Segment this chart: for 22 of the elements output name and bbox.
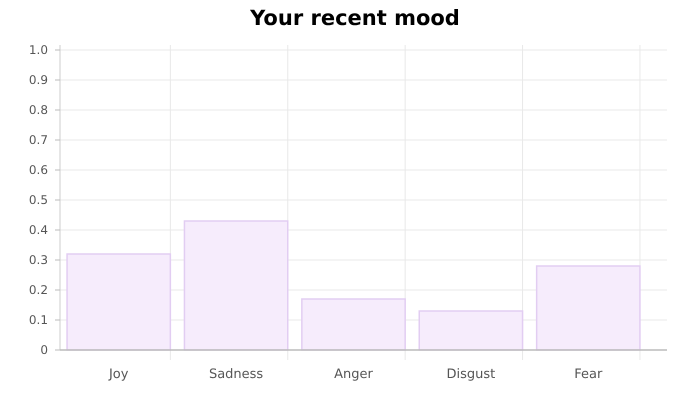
x-tick-label: Anger: [334, 367, 374, 382]
y-tick-label: 0.6: [28, 163, 48, 178]
y-tick-label: 1.0: [28, 43, 48, 58]
y-tick-label: 0.7: [28, 133, 48, 148]
bar: [536, 265, 641, 351]
bar: [301, 298, 406, 351]
y-tick-label: 0.3: [28, 253, 48, 268]
x-tick-label: Disgust: [446, 367, 496, 382]
y-tick-label: 0.2: [28, 283, 48, 298]
bar: [184, 220, 289, 351]
x-tick-label: Fear: [574, 367, 603, 382]
chart-title: Your recent mood: [249, 6, 460, 30]
x-tick-label: Joy: [108, 367, 129, 382]
y-tick-label: 0.5: [28, 193, 48, 208]
bar: [66, 253, 172, 351]
y-tick-label: 0: [40, 343, 48, 358]
y-tick-label: 0.1: [28, 313, 48, 328]
bar: [418, 310, 524, 351]
y-tick-label: 0.9: [28, 73, 48, 88]
y-tick-label: 0.8: [28, 103, 48, 118]
x-tick-label: Sadness: [208, 367, 264, 382]
y-tick-label: 0.4: [28, 223, 48, 238]
